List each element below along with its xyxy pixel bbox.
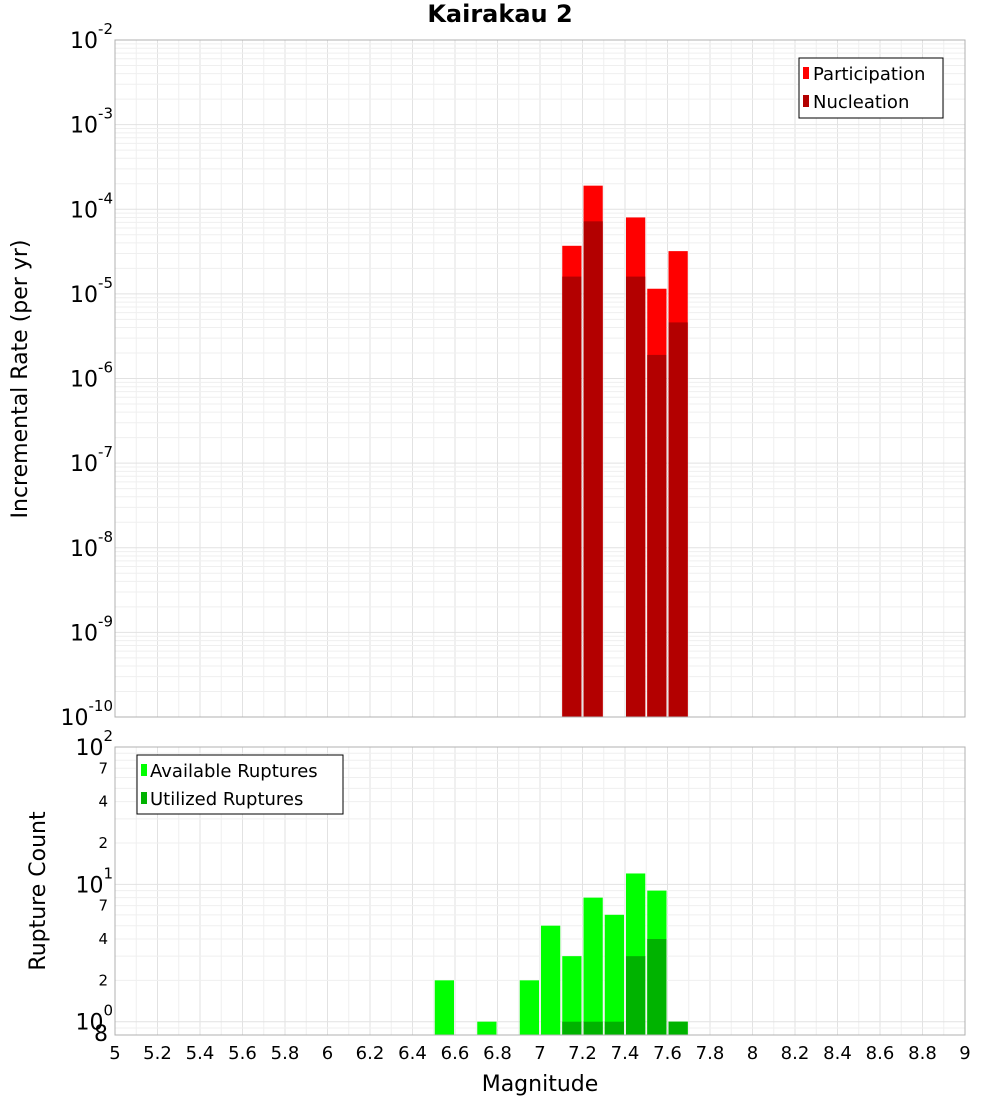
bottom-legend-box	[136, 754, 344, 815]
x-tick-label: 8	[747, 1043, 758, 1064]
bottom-y-minor-tick-label: 7	[98, 897, 108, 915]
legend-utilized-label: Utilized Ruptures	[150, 789, 303, 810]
bottom-bar-utilized	[647, 939, 667, 1035]
bottom-y-floor-label: 8	[94, 1022, 108, 1047]
x-tick-label: 7.4	[611, 1043, 640, 1064]
x-axis-label: Magnitude	[482, 1072, 599, 1097]
x-tick-label: 6	[322, 1043, 333, 1064]
bottom-bar-available	[562, 956, 582, 1035]
bottom-y-minor-tick-label: 7	[98, 759, 108, 777]
x-tick-label: 7.2	[568, 1043, 597, 1064]
legend-nucleation-swatch	[803, 95, 809, 107]
x-tick-label: 7.6	[653, 1043, 682, 1064]
x-tick-label: 8.8	[908, 1043, 937, 1064]
x-tick-label: 5.8	[271, 1043, 300, 1064]
x-tick-label: 5.6	[228, 1043, 257, 1064]
top-y-axis-label: Incremental Rate (per yr)	[8, 240, 33, 519]
bottom-legend: Available Ruptures Utilized Ruptures	[136, 754, 344, 815]
bottom-bar-available	[604, 914, 624, 1035]
x-tick-label: 8.6	[866, 1043, 895, 1064]
top-y-tick-label: 10-8	[70, 528, 113, 562]
top-bar-nucleation	[647, 354, 667, 717]
bottom-bar-available	[541, 925, 561, 1035]
x-tick-label: 9	[959, 1043, 970, 1064]
bottom-bar-utilized	[626, 956, 646, 1035]
x-tick-label: 7.8	[696, 1043, 725, 1064]
top-bars	[562, 185, 688, 718]
top-bar-nucleation	[583, 221, 603, 717]
legend-participation-swatch	[803, 67, 809, 79]
top-y-tick-label: 10-4	[70, 189, 113, 223]
bottom-y-minor-tick-label: 2	[98, 834, 108, 852]
bottom-y-tick-label: 100	[75, 1002, 113, 1036]
x-tick-label: 7	[534, 1043, 545, 1064]
bottom-bar-available	[477, 1021, 497, 1035]
top-y-tick-label: 10-6	[70, 359, 113, 393]
top-y-tick-label: 10-9	[70, 612, 113, 646]
bottom-y-minor-tick-label: 4	[98, 793, 108, 811]
bottom-y-axis-label: Rupture Count	[26, 811, 51, 971]
bottom-bar-available	[434, 980, 454, 1035]
top-y-tick-labels: 10-10 10-9 10-8 10-7 10-6 10-5 10-4 10-3 10-2	[61, 20, 114, 731]
bottom-y-minor-tick-label: 4	[98, 930, 108, 948]
top-y-tick-label: 10-3	[70, 105, 113, 139]
bottom-bar-utilized	[583, 1021, 603, 1035]
top-legend: Participation Nucleation	[798, 57, 944, 119]
top-plot-frame	[114, 39, 966, 718]
x-tick-label: 6.2	[356, 1043, 385, 1064]
top-grid	[114, 39, 966, 718]
legend-nucleation-label: Nucleation	[813, 92, 909, 113]
bottom-y-tick-label: 102	[75, 727, 113, 761]
x-tick-labels: 5 5.2 5.4 5.6 5.8 6 6.2 6.4 6.6 6.8 7 7.2 7.4 7.6 7.8 8…	[109, 1043, 970, 1064]
x-tick-label: 5.2	[143, 1043, 172, 1064]
x-tick-label: 6.4	[398, 1043, 427, 1064]
legend-utilized-swatch	[141, 792, 147, 804]
bottom-plot-frame	[114, 746, 966, 1036]
top-panel: 10-10 10-9 10-8 10-7 10-6 10-5 10-4 10-3 10-2 In…	[8, 20, 966, 731]
legend-available-swatch	[141, 764, 147, 776]
top-y-tick-label: 10-2	[70, 20, 113, 54]
top-bar-nucleation	[562, 276, 582, 717]
bottom-panel: 100 101 102 2 4 7 2 4 7 8 Rupture Count Available…	[26, 727, 971, 1097]
top-y-tick-label: 10-10	[61, 697, 114, 731]
x-tick-label: 8.4	[823, 1043, 852, 1064]
bottom-y-minor-tick-label: 2	[98, 971, 108, 989]
bottom-bar-available	[519, 980, 539, 1035]
bottom-bar-utilized	[562, 1021, 582, 1035]
top-bar-nucleation	[668, 322, 688, 717]
bottom-y-tick-labels: 100 101 102 2 4 7 2 4 7 8	[75, 727, 113, 1047]
top-y-tick-label: 10-7	[70, 443, 113, 477]
x-tick-label: 5	[109, 1043, 120, 1064]
x-tick-label: 5.4	[186, 1043, 215, 1064]
x-tick-label: 8.2	[781, 1043, 810, 1064]
bottom-bar-utilized	[604, 1021, 624, 1035]
x-tick-label: 6.6	[441, 1043, 470, 1064]
top-legend-box	[798, 57, 944, 119]
legend-participation-label: Participation	[813, 64, 925, 85]
bottom-bar-utilized	[668, 1021, 688, 1035]
top-y-tick-label: 10-5	[70, 274, 113, 308]
bottom-bar-available	[583, 897, 603, 1035]
x-tick-label: 6.8	[483, 1043, 512, 1064]
bottom-bars	[434, 873, 688, 1035]
chart-title: Kairakau 2	[427, 0, 572, 28]
top-bar-nucleation	[626, 276, 646, 717]
bottom-y-tick-label: 101	[75, 864, 113, 898]
legend-available-label: Available Ruptures	[150, 761, 318, 782]
